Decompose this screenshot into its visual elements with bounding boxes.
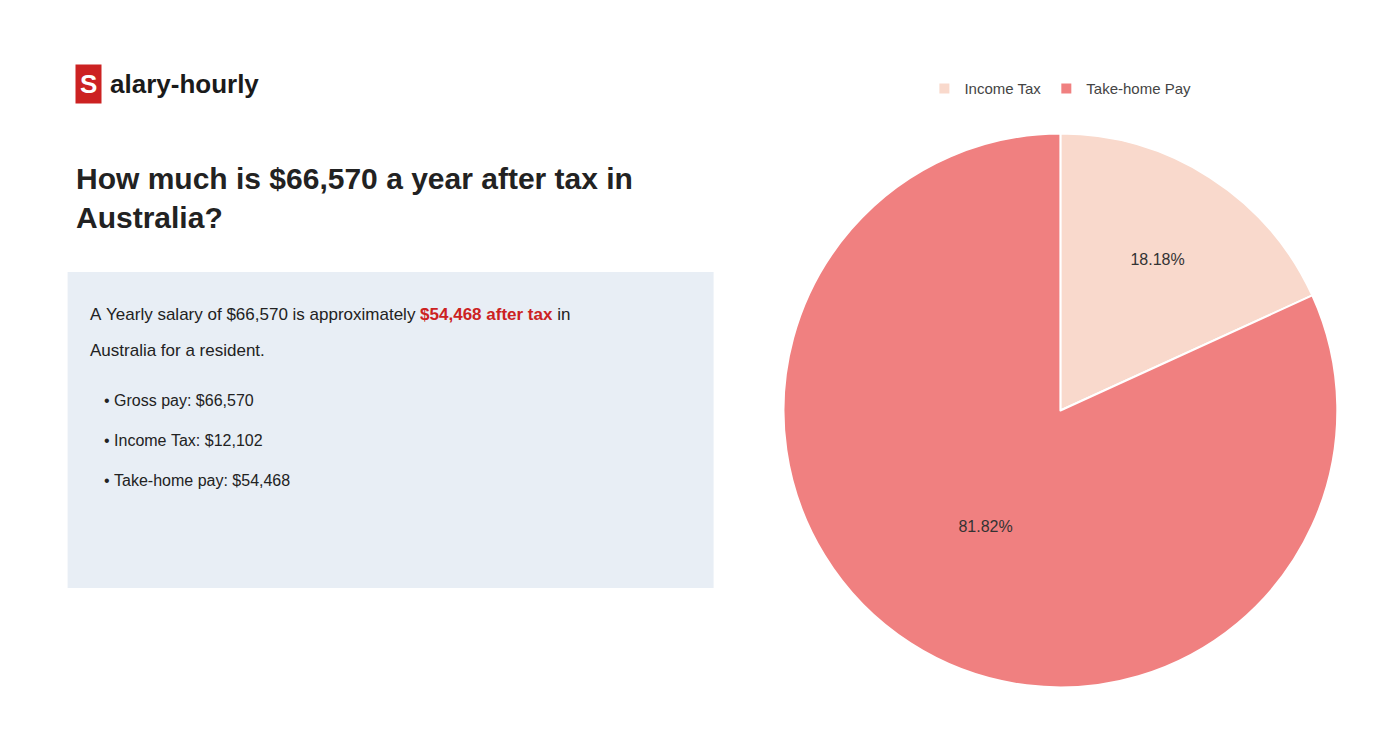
svg-text:Australia for a resident.: Australia for a resident. bbox=[90, 341, 265, 360]
svg-text:How much is $66,570 a year aft: How much is $66,570 a year after tax inA… bbox=[76, 162, 633, 234]
svg-text:• Gross pay: $66,570: • Gross pay: $66,570 bbox=[104, 392, 254, 409]
svg-text:alary-hourly: alary-hourly bbox=[110, 69, 259, 99]
svg-text:A Yearly salary of $66,570 is: A Yearly salary of $66,570 is approximat… bbox=[90, 305, 570, 324]
svg-text:81.82%: 81.82% bbox=[958, 518, 1012, 535]
svg-text:18.18%: 18.18% bbox=[1130, 251, 1184, 268]
svg-text:• Income Tax: $12,102: • Income Tax: $12,102 bbox=[104, 432, 263, 449]
svg-text:Income Tax: Income Tax bbox=[964, 80, 1041, 97]
svg-text:S: S bbox=[80, 69, 97, 99]
svg-text:Take-home Pay: Take-home Pay bbox=[1086, 80, 1191, 97]
svg-text:• Take-home pay: $54,468: • Take-home pay: $54,468 bbox=[104, 472, 290, 489]
